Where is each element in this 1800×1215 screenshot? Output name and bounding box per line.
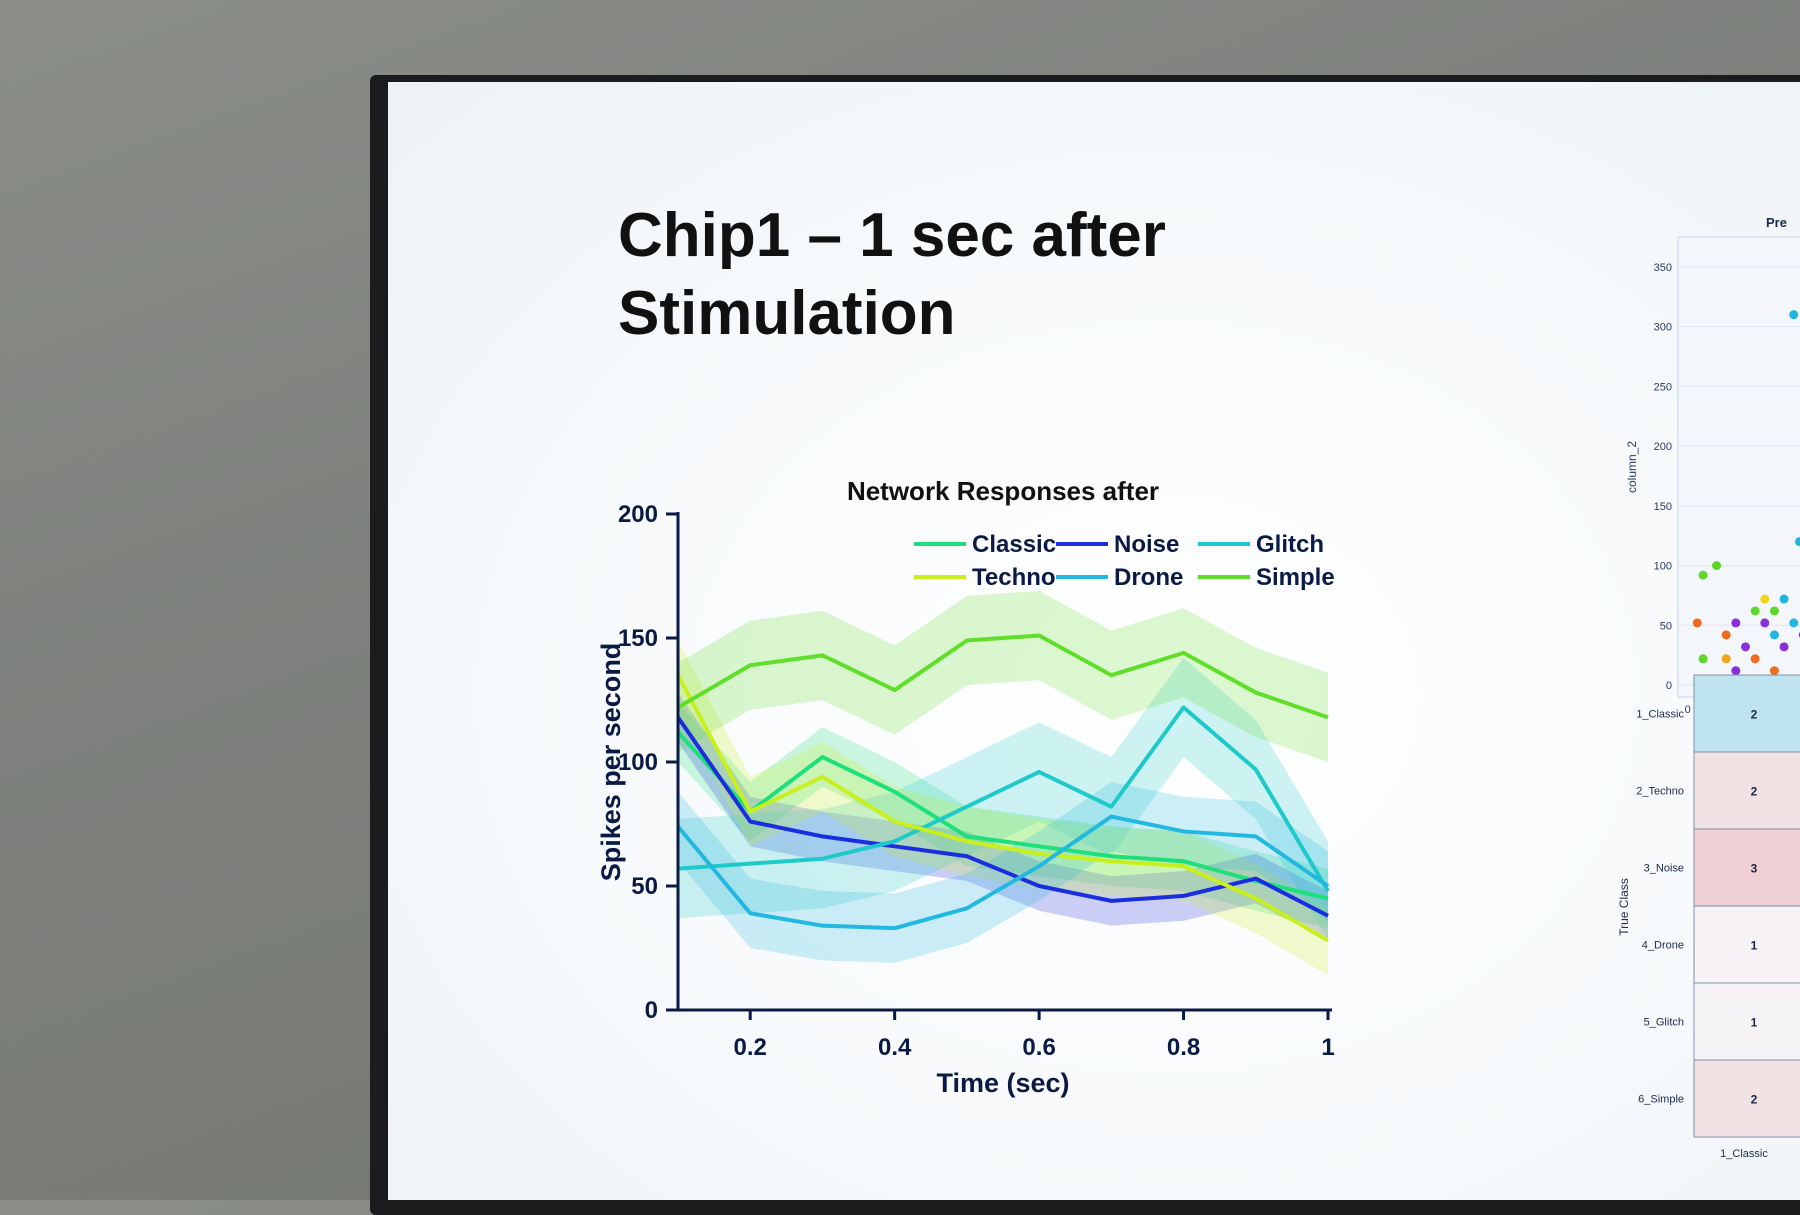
chart-title: Network Responses after bbox=[847, 476, 1159, 506]
scatter-point bbox=[1712, 561, 1722, 571]
matrix-cell-value: 2 bbox=[1751, 708, 1758, 722]
scatter-point bbox=[1731, 618, 1741, 628]
scatter-point bbox=[1789, 618, 1799, 628]
projection-screen: Chip1 – 1 sec after Stimulation 0 50 100 15… bbox=[388, 82, 1800, 1200]
legend-label-glitch: Glitch bbox=[1256, 531, 1324, 558]
x-axis-label: Time (sec) bbox=[936, 1068, 1069, 1098]
matrix-cell-value: 2 bbox=[1751, 785, 1758, 799]
scatter-y-tick-label: 200 bbox=[1654, 441, 1672, 453]
scatter-point bbox=[1769, 666, 1779, 676]
scatter-point bbox=[1779, 594, 1789, 604]
scatter-point bbox=[1795, 537, 1800, 547]
series-line-drone bbox=[676, 814, 1330, 931]
scatter-y-tick-label: 50 bbox=[1660, 620, 1672, 632]
scatter-y-axis-label: column_2 bbox=[1625, 441, 1639, 493]
legend-label-simple: Simple bbox=[1256, 564, 1335, 591]
matrix-cell bbox=[1693, 751, 1800, 830]
scatter-title: Pre bbox=[1766, 215, 1787, 230]
legend: Classic Noise Glitch Techno Drone Simple bbox=[914, 531, 1335, 591]
matrix-cell-value: 1 bbox=[1751, 939, 1758, 953]
series-line-noise bbox=[676, 716, 1329, 918]
slide-title-line-2: Stimulation bbox=[618, 279, 956, 348]
legend-label-classic: Classic bbox=[972, 531, 1056, 558]
series-lines bbox=[676, 633, 1330, 943]
scatter-point bbox=[1769, 630, 1779, 640]
y-tick-label: 100 bbox=[618, 749, 658, 776]
x-tick-label: 0.6 bbox=[1022, 1034, 1055, 1061]
legend-label-noise: Noise bbox=[1114, 531, 1179, 558]
scatter-y-tick-label: 250 bbox=[1654, 381, 1672, 393]
y-axis-label: Spikes per second bbox=[596, 643, 626, 882]
scatter-y-tick-label: 100 bbox=[1654, 561, 1672, 573]
scatter-point bbox=[1760, 618, 1770, 628]
matrix-row-label: 3_Noise bbox=[1644, 863, 1684, 875]
matrix-cell-value: 1 bbox=[1751, 1016, 1758, 1030]
legend-label-techno: Techno bbox=[972, 564, 1056, 591]
matrix-row-label: 6_Simple bbox=[1638, 1094, 1684, 1106]
matrix-row-label: 1_Classic bbox=[1636, 709, 1684, 721]
band-classic bbox=[678, 702, 1328, 929]
matrix-row-label: 4_Drone bbox=[1642, 940, 1684, 952]
matrix-row-label: 5_Glitch bbox=[1644, 1017, 1684, 1029]
series-line-classic bbox=[676, 730, 1329, 901]
y-tick-label: 150 bbox=[618, 625, 658, 652]
scatter-y-tick-label: 0 bbox=[1666, 680, 1672, 692]
scatter-point bbox=[1750, 606, 1760, 616]
series-line-techno bbox=[676, 674, 1330, 943]
confusion-matrix: 2 1_Classic 2 2_Techno 3 3_Noise 1 4_Drone 1 5_Gl… bbox=[1617, 674, 1800, 1160]
scatter-point bbox=[1721, 654, 1731, 664]
y-tick-label: 0 bbox=[645, 997, 658, 1024]
scatter-point bbox=[1721, 630, 1731, 640]
x-tick-label: 1 bbox=[1321, 1034, 1334, 1061]
band-simple bbox=[678, 590, 1328, 762]
matrix-cell bbox=[1693, 905, 1800, 984]
scatter-y-tick-label: 300 bbox=[1654, 322, 1672, 334]
scatter-point bbox=[1789, 310, 1799, 320]
matrix-cell bbox=[1693, 982, 1800, 1061]
scatter-point bbox=[1769, 606, 1779, 616]
matrix-col-label: 1_Classic bbox=[1720, 1148, 1768, 1160]
scatter-point bbox=[1698, 654, 1708, 664]
scatter-point bbox=[1750, 654, 1760, 664]
matrix-cell bbox=[1693, 828, 1800, 907]
scatter-point bbox=[1779, 642, 1789, 652]
x-tick-label: 0.8 bbox=[1167, 1034, 1200, 1061]
scatter-point bbox=[1698, 570, 1708, 580]
matrix-y-axis-label: True Class bbox=[1617, 878, 1631, 936]
y-tick-label: 200 bbox=[618, 501, 658, 528]
matrix-row-label: 2_Techno bbox=[1636, 786, 1684, 798]
band-noise bbox=[678, 692, 1328, 941]
scatter-y-tick-label: 350 bbox=[1654, 262, 1672, 274]
matrix-cell bbox=[1693, 1059, 1800, 1138]
x-tick-label: 0.4 bbox=[878, 1034, 912, 1061]
scatter-point bbox=[1692, 618, 1702, 628]
band-techno bbox=[678, 640, 1328, 976]
scatter-point bbox=[1731, 666, 1741, 676]
slide-title: Chip1 – 1 sec after Stimulation bbox=[618, 197, 1518, 353]
matrix-cell-value: 3 bbox=[1751, 862, 1758, 876]
scatter-point bbox=[1760, 594, 1770, 604]
series-line-glitch bbox=[677, 705, 1330, 892]
matrix-cell bbox=[1693, 674, 1800, 753]
series-line-simple bbox=[676, 633, 1329, 720]
matrix-cell-value: 2 bbox=[1751, 1093, 1758, 1107]
scatter-frame bbox=[1677, 236, 1800, 698]
scatter-y-tick-label: 150 bbox=[1654, 501, 1672, 513]
band-glitch bbox=[678, 657, 1328, 941]
scatter-point bbox=[1741, 642, 1750, 652]
slide-title-line-1: Chip1 – 1 sec after bbox=[618, 201, 1166, 270]
scatter-x-tick-label: 0 bbox=[1685, 704, 1691, 716]
x-tick-label: 0.2 bbox=[734, 1034, 767, 1061]
y-tick-label: 50 bbox=[631, 873, 658, 900]
legend-label-drone: Drone bbox=[1114, 564, 1183, 591]
